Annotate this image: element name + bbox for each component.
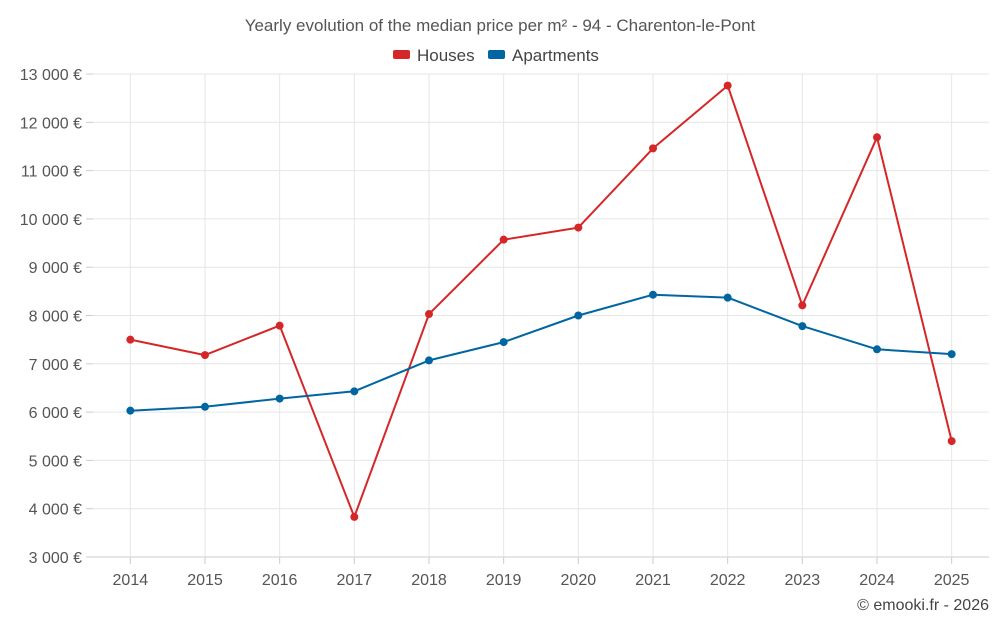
y-tick-label: 13 000 € — [20, 67, 82, 84]
series-line-houses — [130, 84, 953, 518]
data-point-houses[interactable] — [798, 301, 807, 310]
y-tick-label: 9 000 € — [29, 260, 82, 277]
data-point-apartments[interactable] — [425, 356, 433, 365]
series-houses — [126, 81, 956, 521]
y-tick-label: 7 000 € — [29, 357, 82, 374]
data-point-houses[interactable] — [649, 144, 657, 153]
y-tick-label: 5 000 € — [29, 453, 82, 470]
data-point-houses[interactable] — [947, 437, 956, 446]
x-tick-label: 2016 — [262, 572, 298, 589]
credit-text: © emooki.fr - 2026 — [857, 597, 989, 614]
x-tick-label: 2018 — [411, 572, 447, 589]
data-point-apartments[interactable] — [275, 394, 284, 403]
x-tick-label: 2025 — [934, 572, 970, 589]
data-point-apartments[interactable] — [723, 293, 732, 302]
legend-item-houses[interactable]: Houses — [393, 46, 475, 65]
data-point-houses[interactable] — [574, 223, 583, 232]
y-tick-label: 6 000 € — [29, 405, 82, 422]
x-tick-label: 2022 — [710, 572, 746, 589]
series-layer — [126, 81, 956, 521]
y-tick-label: 4 000 € — [29, 502, 82, 519]
data-point-houses[interactable] — [723, 81, 732, 90]
data-point-apartments[interactable] — [649, 290, 657, 299]
y-axis: 3 000 € 4 000 € 5 000 € 6 000 € 7 000 € 8 000… — [20, 67, 93, 567]
data-point-houses[interactable] — [425, 310, 433, 319]
x-tick-label: 2015 — [187, 572, 223, 589]
x-tick-label: 2021 — [635, 572, 671, 589]
data-point-apartments[interactable] — [126, 406, 135, 415]
x-tick-label: 2020 — [561, 572, 597, 589]
data-point-apartments[interactable] — [499, 338, 508, 347]
legend-label-apartments: Apartments — [512, 46, 599, 65]
data-point-apartments[interactable] — [798, 322, 807, 331]
grid — [93, 73, 989, 558]
data-point-houses[interactable] — [499, 235, 508, 244]
y-tick-label: 3 000 € — [29, 550, 82, 567]
data-point-houses[interactable] — [275, 321, 284, 330]
legend-label-houses: Houses — [417, 46, 475, 65]
x-tick-label: 2023 — [785, 572, 821, 589]
legend: Houses Apartments — [393, 46, 599, 65]
x-tick-label: 2014 — [113, 572, 149, 589]
series-apartments — [126, 290, 956, 415]
data-point-apartments[interactable] — [947, 350, 956, 359]
legend-swatch-apartments — [488, 50, 505, 59]
data-point-apartments[interactable] — [574, 311, 583, 320]
legend-swatch-houses — [393, 50, 410, 59]
y-tick-label: 10 000 € — [20, 212, 82, 229]
x-tick-label: 2019 — [486, 572, 522, 589]
data-point-apartments[interactable] — [350, 387, 359, 396]
data-point-houses[interactable] — [350, 512, 359, 521]
y-tick-label: 12 000 € — [20, 115, 82, 132]
y-tick-label: 11 000 € — [21, 164, 82, 181]
data-point-houses[interactable] — [873, 133, 881, 142]
y-tick-label: 8 000 € — [29, 309, 82, 326]
series-line-apartments — [130, 293, 952, 412]
chart-title: Yearly evolution of the median price per… — [245, 16, 756, 35]
legend-item-apartments[interactable]: Apartments — [488, 46, 599, 65]
x-axis: 2014 2015 2016 2017 2018 2019 2020 2021 2022 2023… — [113, 557, 970, 589]
data-point-houses[interactable] — [126, 335, 135, 344]
x-tick-label: 2024 — [859, 572, 895, 589]
x-tick-label: 2017 — [337, 572, 373, 589]
data-point-houses[interactable] — [201, 351, 209, 360]
data-point-apartments[interactable] — [873, 345, 881, 354]
data-point-apartments[interactable] — [201, 402, 209, 411]
